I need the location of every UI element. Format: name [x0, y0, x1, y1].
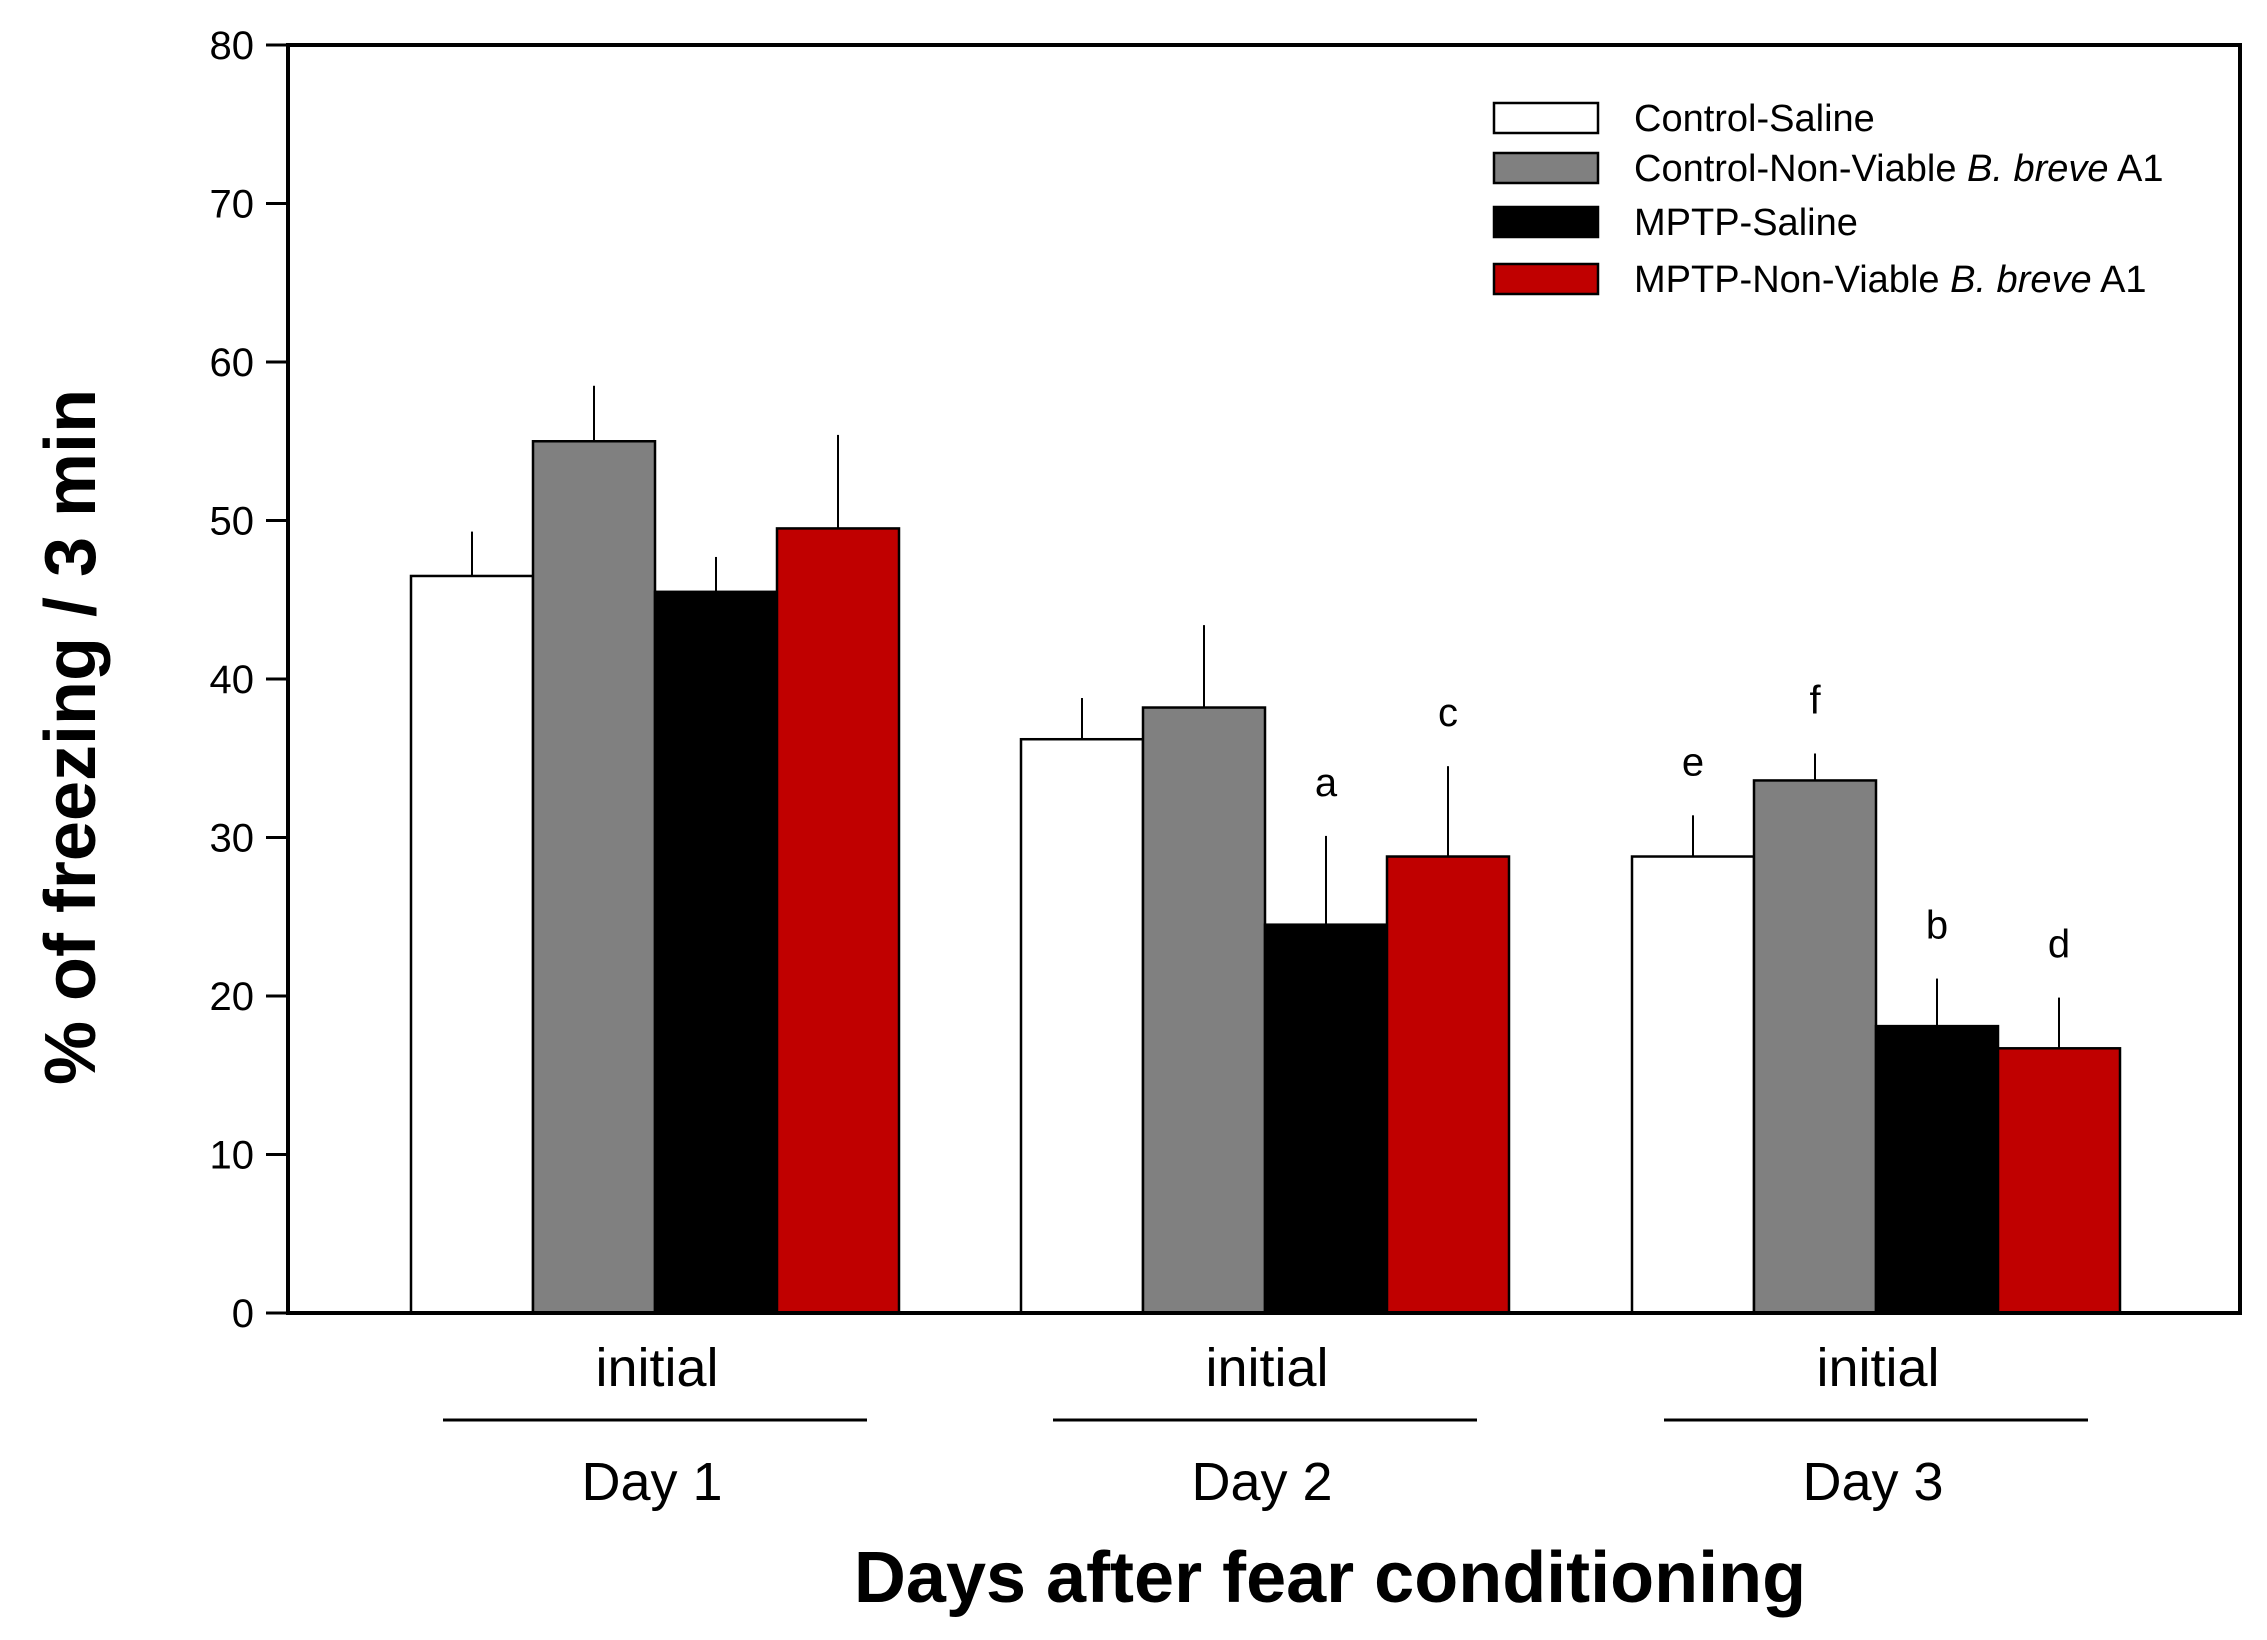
legend-entry: Control-Saline [1634, 98, 1875, 140]
bar [409, 574, 535, 1315]
y-tick-label: 80 [210, 24, 255, 68]
legend-text-part: MPTP-Non-Viable [1634, 259, 1950, 301]
plot-frame [286, 43, 2242, 1315]
y-tick-label: 30 [210, 817, 255, 861]
bar [1996, 1047, 2122, 1315]
y-tick-label: 70 [210, 183, 255, 227]
significance-letter: a [1315, 761, 1338, 805]
legend-text-part: Control-Saline [1634, 98, 1875, 140]
y-axis-label: % of freezing / 3 min [31, 389, 111, 1085]
legend-text-part: MPTP-Saline [1634, 202, 1858, 244]
y-tick-label: 0 [232, 1292, 254, 1336]
legend-text-part: A1 [2092, 259, 2147, 301]
x-axis-groups: initial Day 1 initial Day 2 initial Day 3 [443, 1338, 2088, 1512]
bar [1630, 855, 1756, 1315]
category-label: Day 2 [1191, 1452, 1332, 1512]
x-axis-label: Days after fear conditioning [854, 1538, 1806, 1618]
y-tick-label: 20 [210, 975, 255, 1019]
legend-text-part: B. breve [1950, 259, 2092, 301]
legend: Control-Saline Control-Non-Viable B. brev… [1492, 98, 2164, 301]
bar [1141, 706, 1267, 1315]
legend-text-part: Control-Non-Viable [1634, 148, 1967, 190]
group-sublabel: initial [595, 1338, 718, 1398]
significance-letter: b [1926, 904, 1948, 948]
significance-letter: c [1438, 691, 1458, 735]
bar [531, 440, 657, 1315]
bar [653, 590, 779, 1315]
legend-entry: MPTP-Non-Viable B. breve A1 [1634, 259, 2147, 301]
legend-entry: MPTP-Saline [1634, 202, 1858, 244]
legend-swatch [1492, 205, 1600, 239]
significance-letter: d [2048, 923, 2070, 967]
y-tick-label: 40 [210, 658, 255, 702]
legend-swatch [1492, 151, 1600, 185]
bar [1385, 855, 1511, 1315]
category-label: Day 1 [581, 1452, 722, 1512]
group-sublabel: initial [1816, 1338, 1939, 1398]
bar [775, 527, 901, 1315]
y-tick-label: 10 [210, 1134, 255, 1178]
significance-letter: e [1682, 740, 1704, 784]
significance-letter: f [1809, 678, 1821, 722]
legend-swatch [1492, 262, 1600, 296]
bar [1874, 1024, 2000, 1315]
legend-entry: Control-Non-Viable B. breve A1 [1634, 148, 2164, 190]
group-sublabel: initial [1205, 1338, 1328, 1398]
bars: a c e f b d [409, 385, 2122, 1315]
category-label: Day 3 [1802, 1452, 1943, 1512]
legend-text-part: B. breve [1967, 148, 2109, 190]
y-axis: 0 10 20 30 40 50 60 70 80 [210, 24, 288, 1336]
y-tick-label: 50 [210, 500, 255, 544]
bar [1019, 737, 1145, 1315]
bar [1263, 923, 1389, 1315]
legend-text-part: A1 [2109, 148, 2164, 190]
y-tick-label: 60 [210, 341, 255, 385]
bar [1752, 779, 1878, 1315]
legend-swatch [1492, 101, 1600, 135]
